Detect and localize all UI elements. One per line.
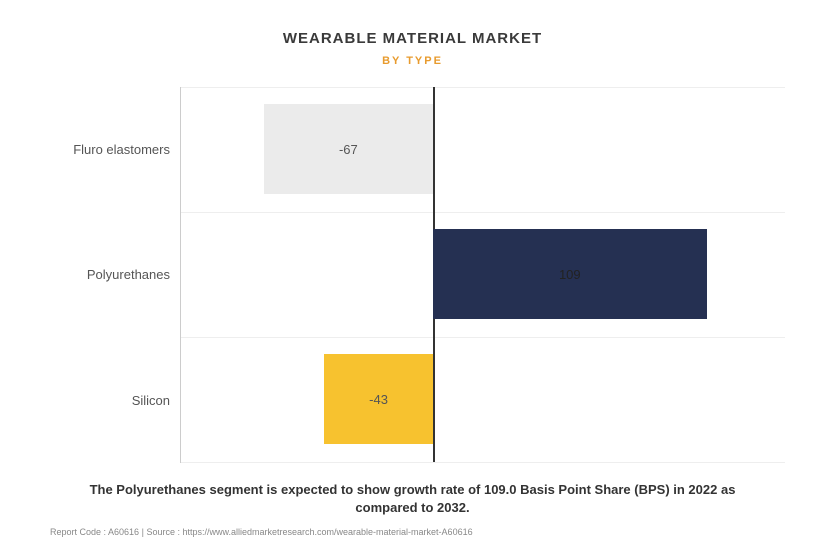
chart-container: WEARABLE MATERIAL MARKET BY TYPE Fluro e…	[0, 0, 825, 557]
bar-value-label: -67	[339, 142, 358, 157]
plot-area: -67 109 -43	[180, 87, 785, 463]
grid-line	[181, 212, 785, 213]
report-code: Report Code : A60616	[50, 527, 139, 537]
bar: 109	[433, 229, 707, 319]
chart-footer: Report Code : A60616 | Source : https://…	[40, 527, 785, 537]
bar: -67	[264, 104, 433, 194]
y-label: Silicon	[40, 337, 170, 462]
bar: -43	[324, 354, 432, 444]
chart-area: Fluro elastomers Polyurethanes Silicon -…	[40, 87, 785, 463]
bar-value-label: 109	[559, 267, 581, 282]
chart-caption: The Polyurethanes segment is expected to…	[40, 481, 785, 517]
grid-line	[181, 87, 785, 88]
bar-value-label: -43	[369, 392, 388, 407]
footer-separator: |	[142, 527, 144, 537]
grid-line	[181, 337, 785, 338]
source-text: Source : https://www.alliedmarketresearc…	[146, 527, 472, 537]
y-axis-labels: Fluro elastomers Polyurethanes Silicon	[40, 87, 180, 463]
y-label: Polyurethanes	[40, 212, 170, 337]
chart-title: WEARABLE MATERIAL MARKET	[40, 30, 785, 47]
chart-subtitle: BY TYPE	[40, 55, 785, 67]
y-label: Fluro elastomers	[40, 87, 170, 212]
grid-line	[181, 462, 785, 463]
